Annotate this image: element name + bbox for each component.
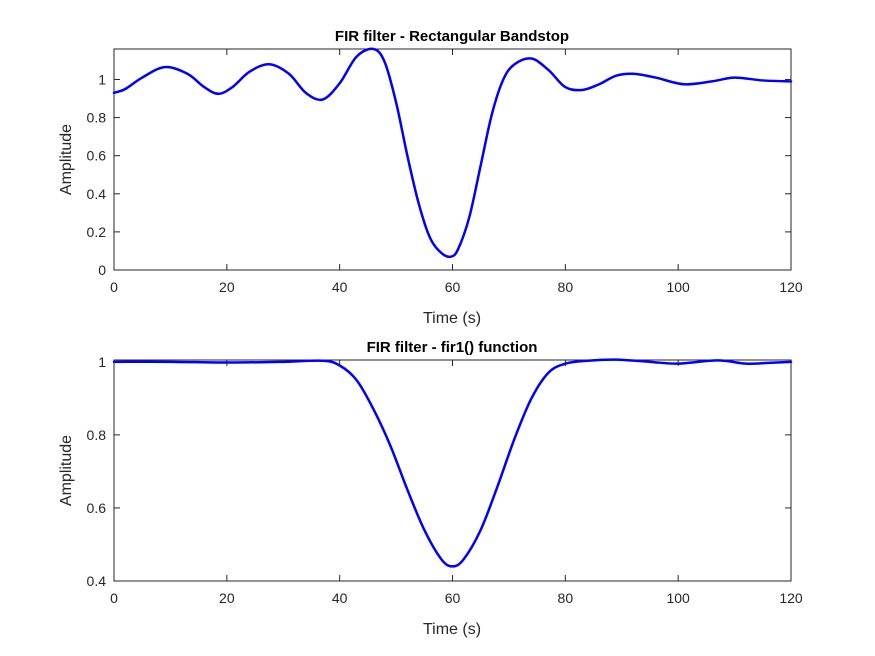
top-y-tick-label: 0.4 xyxy=(87,186,107,202)
top-plot-title: FIR filter - Rectangular Bandstop xyxy=(335,28,569,45)
bottom-y-tick-label: 0.4 xyxy=(87,573,107,589)
bottom-y-tick-label: 1 xyxy=(98,354,106,370)
bottom-x-tick-label: 40 xyxy=(332,590,348,606)
bottom-x-tick-label: 60 xyxy=(445,590,461,606)
top-y-tick-label: 0.8 xyxy=(87,110,107,126)
top-x-tick-label: 60 xyxy=(445,279,461,295)
top-x-tick-label: 20 xyxy=(219,279,235,295)
bottom-x-tick-label: 0 xyxy=(110,590,118,606)
bottom-x-tick-label: 120 xyxy=(779,590,803,606)
bottom-x-tick-label: 20 xyxy=(219,590,235,606)
top-x-tick-label: 40 xyxy=(332,279,348,295)
top-x-tick-label: 120 xyxy=(779,279,803,295)
bottom-x-tick-label: 80 xyxy=(558,590,574,606)
bottom-x-axis-label: Time (s) xyxy=(423,621,481,638)
top-x-axis-label: Time (s) xyxy=(423,310,481,327)
top-x-tick-label: 0 xyxy=(110,279,118,295)
top-x-tick-label: 80 xyxy=(558,279,574,295)
top-plot-ticks: 0 20 40 60 80 100 120 0 0.2 0.4 0.6 0.8 1 xyxy=(87,49,803,295)
top-plot: FIR filter - Rectangular Bandstop Time (… xyxy=(58,28,803,327)
top-y-tick-label: 0.6 xyxy=(87,148,107,164)
bottom-y-tick-label: 0.6 xyxy=(87,500,107,516)
top-y-tick-label: 0.2 xyxy=(87,224,107,240)
bottom-plot-ticks: 0 20 40 60 80 100 120 0.4 0.6 0.8 1 xyxy=(87,354,803,606)
top-plot-area xyxy=(113,48,792,271)
top-y-tick-label: 1 xyxy=(98,71,106,87)
top-series-line xyxy=(112,47,793,259)
bottom-x-tick-label: 100 xyxy=(666,590,690,606)
bottom-plot: FIR filter - fir1() function Time (s) Am… xyxy=(58,339,803,638)
top-y-axis-label: Amplitude xyxy=(58,124,75,195)
top-x-tick-label: 100 xyxy=(666,279,690,295)
bottom-y-axis-label: Amplitude xyxy=(58,435,75,506)
bottom-y-tick-label: 0.8 xyxy=(87,427,107,443)
top-y-tick-label: 0 xyxy=(98,262,106,278)
bottom-plot-area xyxy=(113,359,792,582)
bottom-series-line xyxy=(112,358,793,568)
bottom-plot-title: FIR filter - fir1() function xyxy=(367,339,538,356)
